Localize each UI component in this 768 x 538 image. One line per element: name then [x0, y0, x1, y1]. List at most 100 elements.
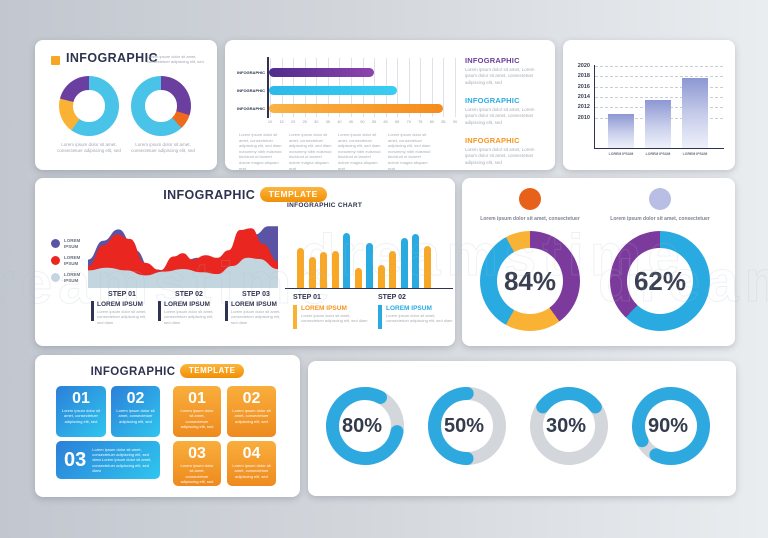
legend-dot-icon	[51, 239, 60, 249]
legend-label: LOREM IPSUM	[64, 272, 81, 283]
donut-chart	[59, 76, 119, 136]
card-header: INFOGRAPHIC TEMPLATE	[35, 362, 300, 380]
stat-donut-chart: 62%	[610, 231, 710, 331]
y-tick-label: 2012	[577, 104, 590, 111]
step-label: STEP 02	[175, 291, 203, 298]
x-tick-label: 60	[383, 120, 388, 124]
stat-donut-card: Lorem ipsum dolor sit amet, consectetuer…	[462, 178, 735, 346]
gridline	[420, 58, 422, 117]
number-box: 03 Lorem ipsum dolor sit amet, consectetu…	[56, 441, 160, 479]
stat-donut-chart: 84%	[480, 231, 580, 331]
y-tick-label: 2014	[577, 93, 590, 100]
legend-text: LOREM IPSUM Lorem ipsum dolor sit amet, c…	[386, 305, 456, 329]
bar	[366, 243, 373, 288]
x-axis	[594, 148, 724, 150]
box-text: Lorem ipsum dolor sit amet, consectetuer…	[180, 407, 214, 429]
x-tick-label: 90	[452, 120, 458, 124]
template-overview-card: INFOGRAPHIC TEMPLATE LOREM IPSUM LOREM IP…	[35, 178, 455, 346]
number-box: 03 Lorem ipsum dolor sit amet, consectetu…	[173, 441, 221, 486]
section-text: Lorem ipsum dolor sit amet, Lorem ipsum …	[465, 67, 535, 85]
legend-heading: LOREM IPSUM	[301, 305, 347, 312]
legend-item: LOREM IPSUM	[51, 255, 90, 267]
step-column: STEP 01 LOREM IPSUM Lorem ipsum dolor sit …	[91, 291, 153, 325]
y-axis	[267, 57, 269, 118]
donut-value: 84%	[503, 265, 557, 296]
x-tick-label: 30	[314, 120, 319, 124]
x-tick-label: 50	[360, 120, 365, 124]
x-tick-label: 80	[429, 120, 434, 124]
bar-label: INFOGRAPHIC	[237, 106, 265, 111]
number-box: 01 Lorem ipsum dolor sit amet, consectetu…	[173, 386, 221, 437]
box-number: 01	[188, 390, 206, 407]
ring-svg	[632, 387, 710, 465]
x-tick-label: 75	[418, 120, 423, 124]
legend-label: LOREM IPSUM	[64, 238, 81, 249]
section-title: INFOGRAPHIC	[465, 96, 520, 105]
step-column: STEP 02 LOREM IPSUM Lorem ipsum dolor sit …	[158, 291, 220, 325]
numbered-boxes-card: INFOGRAPHIC TEMPLATE 01 Lorem ipsum dolor…	[35, 355, 300, 497]
step-label: STEP 03	[242, 291, 270, 298]
box-text: Lorem ipsum dolor sit amet, consectetuer…	[232, 462, 271, 479]
x-tick-label: 45	[348, 120, 354, 124]
x-tick-label: 85	[441, 120, 446, 124]
section-title: INFOGRAPHIC	[465, 56, 520, 65]
card-title: INFOGRAPHIC	[90, 366, 176, 378]
donut-chart	[131, 76, 191, 136]
progress-ring: 30%	[530, 387, 608, 465]
gridline	[397, 58, 399, 117]
step-text: LOREM IPSUM Lorem ipsum dolor sit amet, c…	[164, 301, 220, 325]
bar	[389, 251, 396, 288]
gridline	[595, 76, 723, 78]
ring-value: 30%	[545, 414, 587, 437]
info-section: INFOGRAPHIC Lorem ipsum dolor sit amet, L…	[465, 56, 545, 86]
bar	[269, 104, 444, 113]
box-number: 03	[188, 445, 206, 462]
step-body: LOREM IPSUM Lorem ipsum dolor sit amet, c…	[225, 301, 287, 325]
y-tick-label: 2010	[577, 114, 590, 121]
bar	[400, 238, 408, 288]
section-title: INFOGRAPHIC	[465, 136, 520, 145]
box-number: 03	[64, 448, 87, 471]
step-marker	[91, 301, 94, 321]
legend-item: LOREM IPSUM	[51, 238, 90, 250]
stat-caption: Lorem ipsum dolor sit amet, consectetuer	[610, 216, 710, 222]
step-paragraph: Lorem ipsum dolor sit amet, consectetuer…	[231, 309, 281, 325]
box-number: 02	[242, 390, 261, 407]
x-tick-label: 70	[406, 120, 411, 124]
bar	[320, 252, 327, 288]
step-paragraph: Lorem ipsum dolor sit amet, consectetuer…	[164, 309, 214, 325]
paragraph-text: Lorem ipsum dolor sit amet, consectetuer…	[239, 132, 282, 171]
bar	[297, 248, 304, 288]
legend-row: LOREM IPSUM Lorem ipsum dolor sit amet, c…	[293, 305, 371, 329]
x-tick-label: 15	[279, 120, 284, 124]
ring-value: 80%	[341, 414, 383, 437]
y-axis	[594, 65, 596, 149]
legend-paragraph: Lorem ipsum dolor sit amet, consectetuer…	[301, 313, 368, 324]
card-header: INFOGRAPHIC TEMPLATE	[35, 186, 455, 204]
paragraph-text: Lorem ipsum dolor sit amet, consectetuer…	[388, 132, 431, 171]
x-tick-label: 25	[302, 120, 307, 124]
step-heading: LOREM IPSUM	[164, 301, 210, 308]
step-text: LOREM IPSUM Lorem ipsum dolor sit amet, c…	[97, 301, 153, 325]
box-text: Lorem ipsum dolor sit amet, consectetuer…	[232, 407, 271, 424]
donut-hole	[145, 90, 177, 122]
step-column: STEP 03 LOREM IPSUM Lorem ipsum dolor sit …	[225, 291, 287, 325]
bullet-icon	[51, 56, 60, 65]
x-tick-label: LOREM IPSUM	[682, 152, 708, 156]
legend-dot-icon	[51, 256, 60, 266]
legend-text: LOREM IPSUM Lorem ipsum dolor sit amet, c…	[301, 305, 371, 329]
step-label: STEP 01	[108, 291, 136, 298]
gridline	[595, 86, 723, 88]
bar	[608, 113, 634, 148]
stat-column: Lorem ipsum dolor sit amet, consectetuer…	[600, 188, 720, 331]
legend-marker	[378, 305, 382, 329]
x-tick-label: 40	[337, 120, 342, 124]
step-heading: LOREM IPSUM	[97, 301, 143, 308]
stat-caption: Lorem ipsum dolor sit amet, consectetuer	[480, 216, 580, 222]
bar	[308, 257, 316, 288]
bar	[269, 68, 375, 77]
bar	[354, 268, 362, 288]
ring-progress	[326, 387, 404, 465]
box-text: Lorem ipsum dolor sit amet, consectetuer…	[61, 407, 101, 424]
